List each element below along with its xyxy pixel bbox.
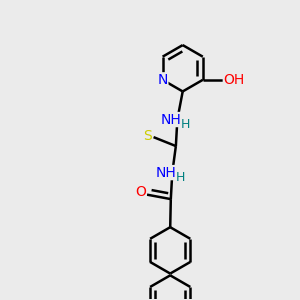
Text: NH: NH — [160, 112, 181, 127]
Text: H: H — [176, 171, 185, 184]
Text: OH: OH — [224, 73, 244, 87]
Text: H: H — [181, 118, 190, 131]
Text: NH: NH — [155, 166, 176, 180]
Text: O: O — [135, 185, 146, 199]
Text: S: S — [143, 129, 152, 143]
Text: N: N — [158, 73, 168, 87]
